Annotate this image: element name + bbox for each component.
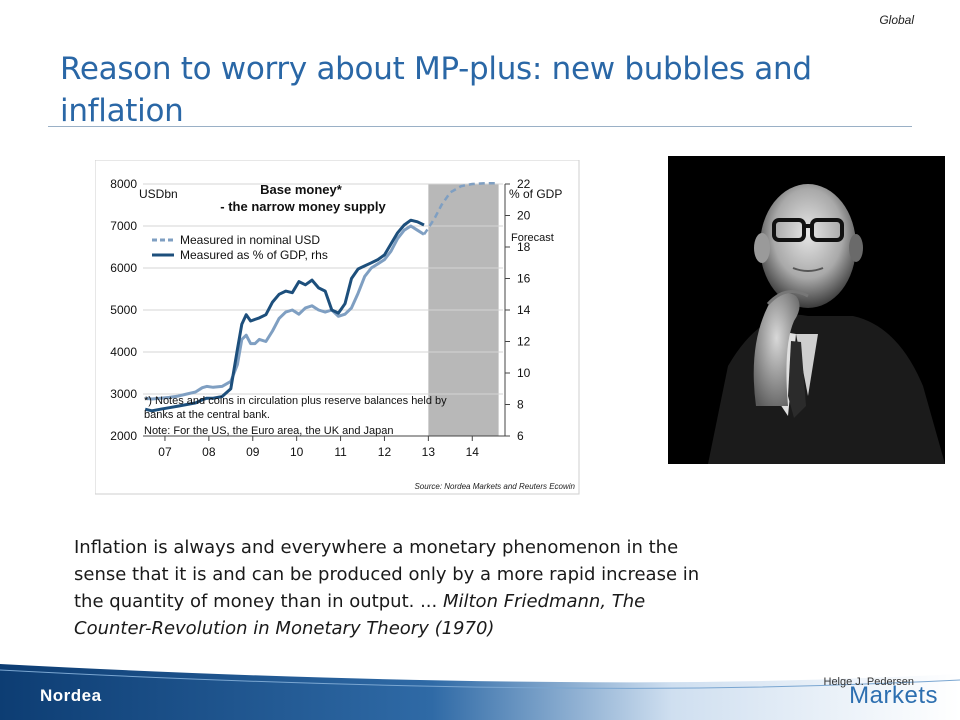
right-tick-label: 10 — [517, 366, 531, 380]
chart-note-3: Note: For the US, the Euro area, the UK … — [144, 425, 393, 437]
right-tick-label: 22 — [517, 177, 531, 191]
x-tick-label: 08 — [202, 445, 216, 459]
base-money-chart: 2000 3000 4000 5000 6000 7000 8000 6 8 10 12 14 16 18… — [94, 159, 585, 500]
region-tag: Global — [879, 13, 914, 27]
x-tick-label: 14 — [466, 445, 480, 459]
series-line-1 — [144, 218, 425, 413]
forecast-label: Forecast — [511, 232, 554, 244]
x-tick-label: 11 — [334, 445, 347, 459]
nordea-logo: Nordea — [40, 686, 102, 705]
footer-band — [0, 664, 960, 720]
legend-label-nominal: Measured in nominal USD — [180, 233, 320, 247]
series-line-0 — [145, 224, 425, 401]
right-tick-label: 8 — [517, 398, 524, 412]
chart-notes: *) Notes and coins in circulation plus r… — [144, 395, 447, 437]
left-tick-label: 2000 — [110, 429, 137, 443]
chart-legend: Measured in nominal USD Measured as % of… — [152, 233, 328, 262]
x-tick-label: 13 — [422, 445, 436, 459]
series-line-2 — [422, 181, 497, 236]
right-tick-label: 14 — [517, 303, 531, 317]
markets-logo: Markets — [849, 682, 938, 709]
left-tick-label: 6000 — [110, 261, 137, 275]
quote-text: Inflation is always and everywhere a mon… — [74, 537, 700, 612]
quote-attribution: Milton Friedmann, The Counter-Revolution… — [74, 591, 646, 639]
legend-label-gdp: Measured as % of GDP, rhs — [180, 248, 328, 262]
right-tick-label: 6 — [517, 429, 524, 443]
chart-note-2: banks at the central bank. — [144, 409, 270, 421]
left-tick-label: 5000 — [110, 303, 137, 317]
x-tick-label: 07 — [158, 445, 172, 459]
right-tick-label: 12 — [517, 335, 531, 349]
left-tick-label: 8000 — [110, 177, 137, 191]
friedman-quote: Inflation is always and everywhere a mon… — [74, 534, 714, 642]
chart-series — [144, 181, 497, 413]
x-tick-label: 12 — [378, 445, 392, 459]
right-axis-label: % of GDP — [509, 187, 562, 201]
portrait-illustration — [668, 156, 945, 464]
chart-axes: 2000 3000 4000 5000 6000 7000 8000 6 8 10 12 14 16 18… — [110, 177, 530, 459]
left-tick-label: 4000 — [110, 345, 137, 359]
right-tick-label: 20 — [517, 209, 531, 223]
chart-source: Source: Nordea Markets and Reuters Ecowi… — [414, 482, 575, 491]
x-tick-label: 09 — [246, 445, 260, 459]
author-name: Helge J. Pedersen — [823, 676, 915, 688]
left-axis-label: USDbn — [139, 187, 178, 201]
left-tick-label: 3000 — [110, 387, 137, 401]
portrait-photo-icon — [668, 156, 945, 464]
chart-title: Base money* — [260, 182, 343, 197]
chart-grid — [143, 183, 503, 437]
title-divider — [48, 126, 912, 127]
right-tick-label: 16 — [517, 272, 531, 286]
chart-subtitle: - the narrow money supply — [220, 199, 386, 214]
page-title: Reason to worry about MP-plus: new bubbl… — [60, 51, 812, 129]
chart-note-1: *) Notes and coins in circulation plus r… — [144, 395, 447, 407]
chart-svg: 2000 3000 4000 5000 6000 7000 8000 6 8 10 12 14 16 18… — [94, 159, 580, 495]
right-tick-label: 18 — [517, 240, 531, 254]
left-tick-label: 7000 — [110, 219, 137, 233]
x-tick-label: 10 — [290, 445, 304, 459]
